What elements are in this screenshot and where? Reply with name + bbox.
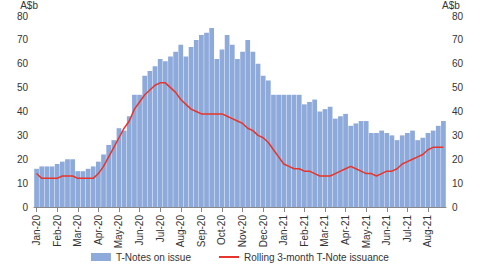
svg-text:Sep-20: Sep-20	[196, 215, 207, 248]
svg-text:30: 30	[452, 130, 464, 141]
svg-text:80: 80	[17, 11, 29, 22]
svg-text:20: 20	[17, 154, 29, 165]
svg-text:Feb-20: Feb-20	[52, 215, 63, 247]
svg-text:10: 10	[452, 178, 464, 189]
svg-text:Jan-21: Jan-21	[278, 215, 289, 246]
svg-text:Oct-20: Oct-20	[216, 215, 227, 245]
svg-text:70: 70	[17, 34, 29, 45]
svg-text:May-21: May-21	[361, 215, 372, 249]
svg-text:Apr-21: Apr-21	[340, 215, 351, 245]
svg-text:Dec-20: Dec-20	[258, 215, 269, 248]
svg-text:Aug-20: Aug-20	[175, 215, 186, 248]
svg-text:A$b: A$b	[442, 0, 460, 11]
svg-text:Apr-20: Apr-20	[93, 215, 104, 245]
svg-text:70: 70	[452, 34, 464, 45]
svg-text:60: 60	[452, 58, 464, 69]
svg-text:May-20: May-20	[113, 215, 124, 249]
svg-text:80: 80	[452, 11, 464, 22]
svg-text:20: 20	[452, 154, 464, 165]
svg-text:Mar-20: Mar-20	[72, 215, 83, 247]
svg-text:Aug-21: Aug-21	[422, 215, 433, 248]
svg-text:50: 50	[17, 82, 29, 93]
svg-text:Mar-21: Mar-21	[319, 215, 330, 247]
svg-text:10: 10	[17, 178, 29, 189]
svg-text:Jun-20: Jun-20	[134, 215, 145, 246]
svg-text:Nov-20: Nov-20	[237, 215, 248, 248]
svg-text:Rolling 3-month T-Note issuanc: Rolling 3-month T-Note issuance	[244, 252, 389, 263]
svg-text:Jan-20: Jan-20	[31, 215, 42, 246]
svg-text:40: 40	[452, 106, 464, 117]
svg-text:Jul-20: Jul-20	[155, 215, 166, 243]
svg-text:0: 0	[22, 202, 28, 213]
svg-text:Jul-21: Jul-21	[402, 215, 413, 243]
svg-text:0: 0	[452, 202, 458, 213]
svg-text:T-Notes on issue: T-Notes on issue	[116, 252, 191, 263]
svg-text:A$b: A$b	[20, 0, 38, 11]
svg-text:50: 50	[452, 82, 464, 93]
svg-text:30: 30	[17, 130, 29, 141]
svg-text:Feb-21: Feb-21	[299, 215, 310, 247]
svg-text:Jun-21: Jun-21	[381, 215, 392, 246]
svg-text:60: 60	[17, 58, 29, 69]
svg-text:40: 40	[17, 106, 29, 117]
